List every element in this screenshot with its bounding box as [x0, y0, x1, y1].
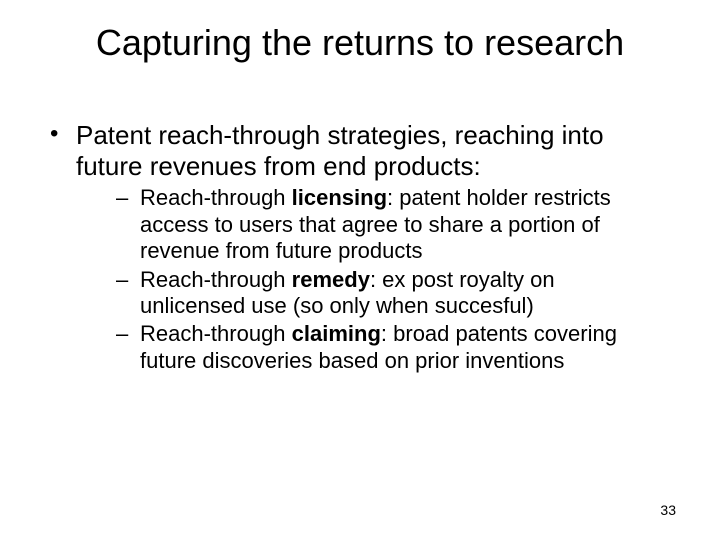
- bullet-text: Patent reach-through strategies, reachin…: [76, 120, 604, 181]
- slide-body: Patent reach-through strategies, reachin…: [48, 120, 660, 386]
- subbullet-prefix: Reach-through: [140, 321, 292, 346]
- slide-title: Capturing the returns to research: [40, 22, 680, 63]
- sublist: Reach-through licensing: patent holder r…: [76, 185, 660, 374]
- subbullet: Reach-through licensing: patent holder r…: [76, 185, 660, 264]
- bullet-level1: Patent reach-through strategies, reachin…: [48, 120, 660, 374]
- subbullet: Reach-through claiming: broad patents co…: [76, 321, 660, 374]
- subbullet-prefix: Reach-through: [140, 267, 292, 292]
- slide: Capturing the returns to research Patent…: [0, 0, 720, 540]
- subbullet: Reach-through remedy: ex post royalty on…: [76, 267, 660, 320]
- page-number: 33: [660, 502, 676, 518]
- subbullet-prefix: Reach-through: [140, 185, 292, 210]
- subbullet-bold: claiming: [292, 321, 381, 346]
- subbullet-bold: licensing: [292, 185, 387, 210]
- subbullet-bold: remedy: [292, 267, 370, 292]
